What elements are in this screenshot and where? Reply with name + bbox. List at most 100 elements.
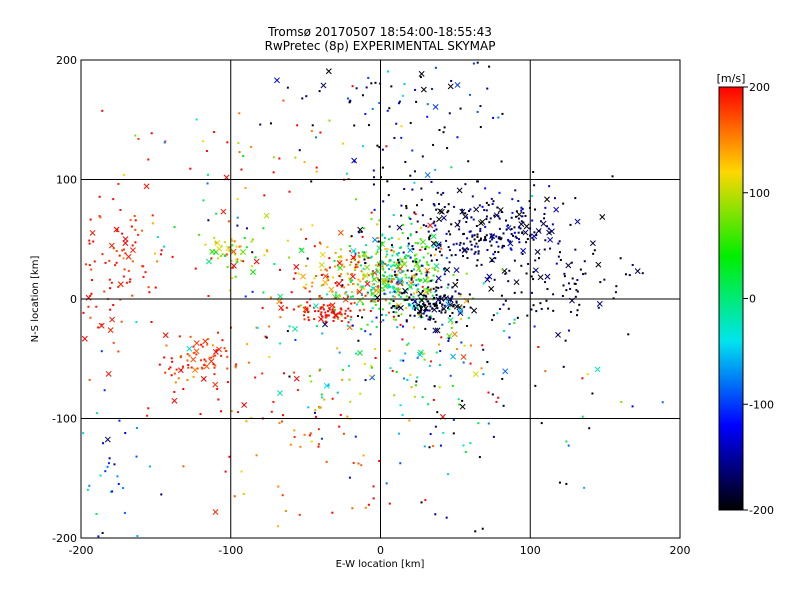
data-point-cross: [391, 287, 398, 294]
data-point-dot: [313, 277, 316, 280]
data-point-dot: [417, 278, 420, 281]
data-point-cross: [488, 285, 495, 292]
data-point-dot: [190, 366, 193, 369]
data-point-dot: [380, 313, 383, 316]
data-point-dot: [396, 273, 399, 276]
data-point-dot: [363, 363, 366, 366]
data-point-dot: [362, 227, 365, 230]
data-point-dot: [228, 289, 231, 292]
data-point-dot: [408, 296, 411, 299]
colorbar: [719, 87, 743, 510]
data-point-dot: [279, 342, 282, 345]
data-point-dot: [509, 240, 512, 243]
data-point-dot: [353, 259, 356, 262]
data-point-dot: [211, 344, 214, 347]
data-point-dot: [426, 271, 429, 274]
data-point-dot: [324, 268, 327, 271]
data-point-dot: [370, 365, 373, 368]
data-point-dot: [195, 353, 198, 356]
data-point-dot: [441, 323, 444, 326]
data-point-dot: [210, 356, 213, 359]
data-point-dot: [290, 291, 293, 294]
data-point-dot: [440, 311, 443, 314]
data-point-dot: [410, 293, 413, 296]
data-point-dot: [576, 290, 579, 293]
data-point-dot: [151, 214, 154, 217]
data-point-dot: [310, 285, 313, 288]
data-point-dot: [421, 290, 424, 293]
data-point-dot: [282, 99, 285, 102]
data-point-dot: [396, 326, 399, 329]
data-point-dot: [124, 431, 127, 434]
data-point-dot: [339, 311, 342, 314]
data-point-cross: [460, 354, 467, 360]
data-point-dot: [479, 227, 482, 230]
data-point-dot: [400, 246, 403, 249]
data-point-cross: [432, 327, 439, 334]
data-point-dot: [160, 249, 163, 252]
data-point-dot: [576, 314, 579, 317]
data-point-dot: [99, 216, 102, 219]
data-point-dot: [517, 217, 520, 220]
data-point-dot: [351, 324, 354, 327]
data-point-dot: [373, 283, 376, 286]
data-point-dot: [521, 215, 524, 218]
data-point-dot: [320, 393, 323, 396]
data-point-dot: [315, 136, 318, 139]
data-point-dot: [545, 299, 548, 302]
data-point-cross: [634, 268, 641, 275]
data-point-dot: [371, 283, 374, 286]
data-point-dot: [452, 305, 455, 308]
data-point-dot: [422, 312, 425, 315]
data-point-cross: [427, 222, 434, 229]
data-point-dot: [389, 291, 392, 294]
data-point-cross: [596, 300, 603, 307]
data-point-dot: [323, 398, 326, 401]
data-point-dot: [314, 409, 317, 412]
data-point-dot: [381, 308, 384, 311]
data-point-dot: [412, 283, 415, 286]
data-point-dot: [311, 124, 314, 127]
data-point-dot: [445, 298, 448, 301]
data-point-dot: [388, 107, 391, 110]
data-point-dot: [351, 85, 354, 88]
data-point-dot: [429, 433, 432, 436]
data-point-dot: [491, 260, 494, 263]
data-point-dot: [370, 366, 373, 369]
data-point-dot: [281, 420, 284, 423]
data-point-dot: [441, 303, 444, 306]
data-point-dot: [242, 492, 245, 495]
data-point-dot: [498, 191, 501, 194]
data-point-cross: [484, 276, 491, 283]
data-point-dot: [358, 309, 361, 312]
data-point-dot: [348, 245, 351, 248]
data-point-dot: [174, 381, 177, 384]
data-point-dot: [472, 62, 475, 65]
data-point-dot: [158, 363, 161, 366]
data-point-dot: [388, 502, 391, 505]
data-point-dot: [450, 326, 453, 329]
data-point-dot: [539, 302, 542, 305]
data-point-dot: [250, 145, 253, 148]
data-point-dot: [425, 287, 428, 290]
data-point-dot: [339, 307, 342, 310]
data-point-dot: [422, 224, 425, 227]
data-point-dot: [337, 317, 340, 320]
data-point-cross: [451, 331, 458, 338]
data-point-dot: [489, 217, 492, 220]
data-point-dot: [474, 251, 477, 254]
data-point-cross: [535, 227, 542, 234]
data-point-dot: [530, 194, 533, 197]
data-point-dot: [170, 374, 173, 377]
data-point-dot: [406, 343, 409, 346]
x-tick-label: -200: [69, 544, 94, 557]
data-point-dot: [435, 286, 438, 289]
data-point-dot: [392, 285, 395, 288]
data-point-dot: [331, 511, 334, 514]
data-point-dot: [338, 275, 341, 278]
data-point-dot: [388, 274, 391, 277]
data-point-dot: [202, 199, 205, 202]
data-point-cross: [399, 257, 406, 264]
data-point-dot: [130, 225, 133, 228]
data-point-dot: [355, 198, 358, 201]
